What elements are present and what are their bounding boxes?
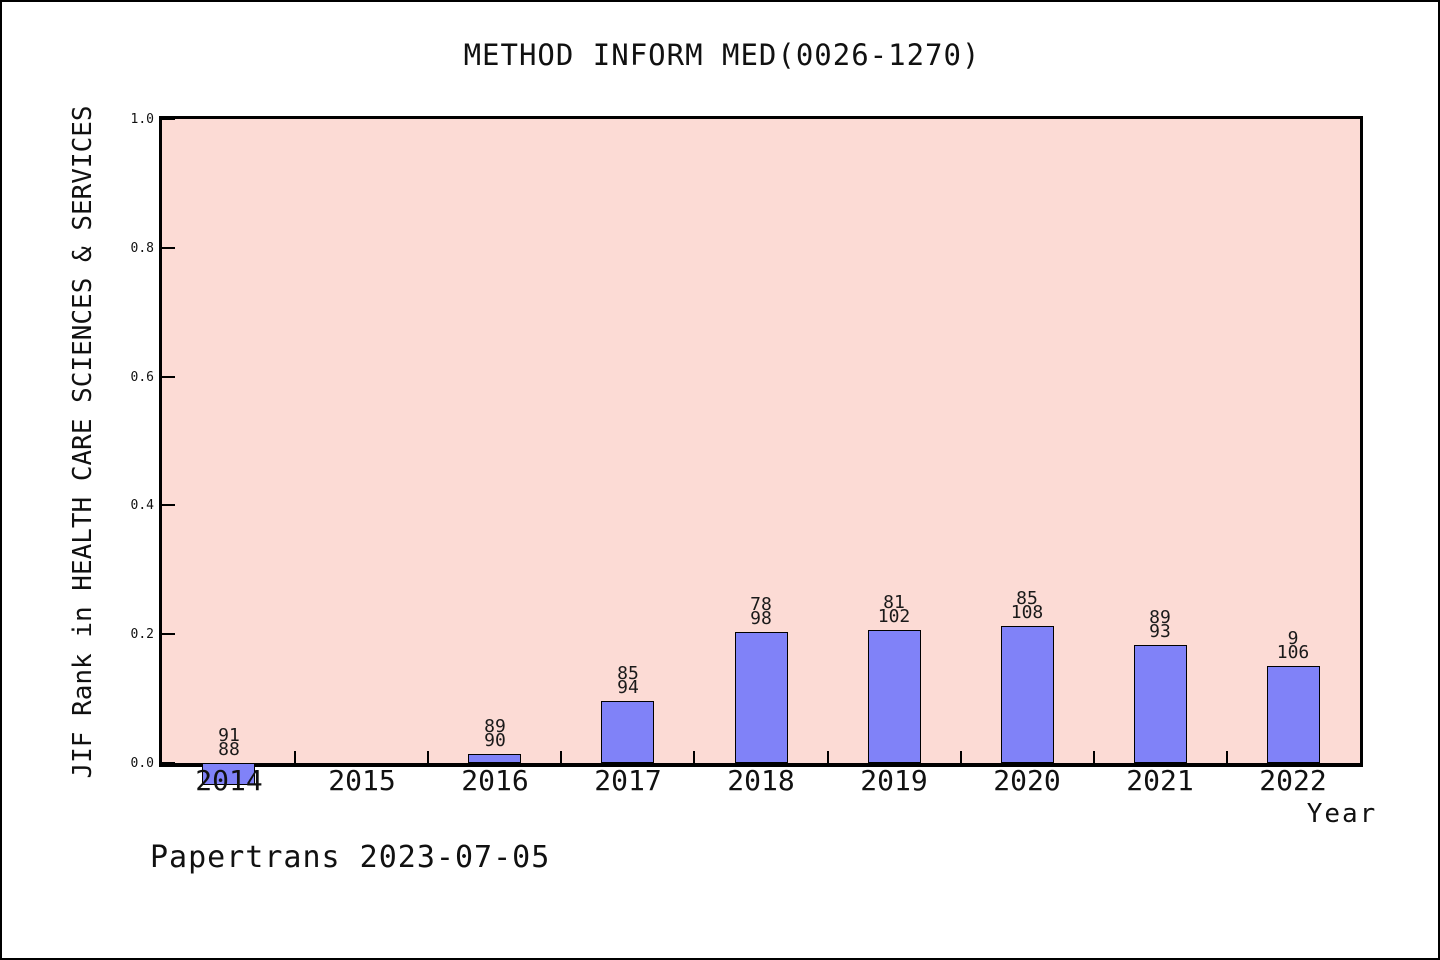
y-tick-label: 1.0 [130, 112, 154, 127]
watermark-text: Papertrans 2023-07-05 [150, 840, 551, 875]
chart-title: METHOD INFORM MED(0026-1270) [463, 38, 981, 72]
bar-value-label: 89 93 [1149, 607, 1171, 642]
x-tick-mark [427, 751, 429, 763]
x-axis-label: Year [1306, 799, 1378, 829]
y-tick-label: 0.4 [130, 498, 154, 513]
bar [468, 754, 521, 763]
y-tick-label: 0.2 [130, 627, 154, 642]
bar-value-label: 9 106 [1276, 628, 1310, 663]
x-tick-label: 2015 [328, 764, 396, 797]
x-tick-label: 2021 [1126, 764, 1194, 797]
x-tick-label: 2022 [1259, 764, 1327, 797]
y-tick-label: 0.6 [130, 370, 154, 385]
bar [1134, 645, 1187, 763]
x-tick-label: 2020 [993, 764, 1061, 797]
bar-value-label: 91 88 [218, 725, 240, 760]
x-tick-mark [827, 751, 829, 763]
x-tick-label: 2017 [594, 764, 662, 797]
x-tick-mark [693, 751, 695, 763]
bar [202, 763, 255, 785]
x-tick-mark [294, 751, 296, 763]
y-tick-mark [162, 118, 175, 120]
bar-value-label: 85 94 [617, 663, 639, 698]
bar-value-label: 78 98 [750, 594, 772, 629]
plot-area: 91 88 89 90 85 94 78 98 81 102 85 108 89 93 9 1… [159, 116, 1363, 785]
x-tick-mark [560, 751, 562, 763]
bar-value-label: 85 108 [1010, 588, 1044, 623]
bar-value-label: 81 102 [877, 592, 911, 627]
y-tick-mark [162, 504, 175, 506]
y-tick-mark [162, 633, 175, 635]
bar-value-label: 89 90 [484, 716, 506, 751]
x-tick-mark [1093, 751, 1095, 763]
x-tick-label: 2019 [860, 764, 928, 797]
y-axis-label: JIF Rank in HEALTH CARE SCIENCES & SERVI… [68, 105, 98, 779]
x-tick-mark [1226, 751, 1228, 763]
x-tick-label: 2014 [195, 764, 263, 797]
bar [868, 630, 921, 763]
x-tick-label: 2018 [727, 764, 795, 797]
y-tick-mark [162, 247, 175, 249]
bar [601, 701, 654, 763]
bar [1001, 626, 1054, 763]
y-tick-label: 0.0 [130, 756, 154, 771]
y-tick-label: 0.8 [130, 241, 154, 256]
x-tick-label: 2016 [461, 764, 529, 797]
y-tick-mark [162, 376, 175, 378]
x-tick-mark [960, 751, 962, 763]
y-tick-mark [162, 762, 175, 764]
bar [1267, 666, 1320, 763]
bar [735, 632, 788, 763]
